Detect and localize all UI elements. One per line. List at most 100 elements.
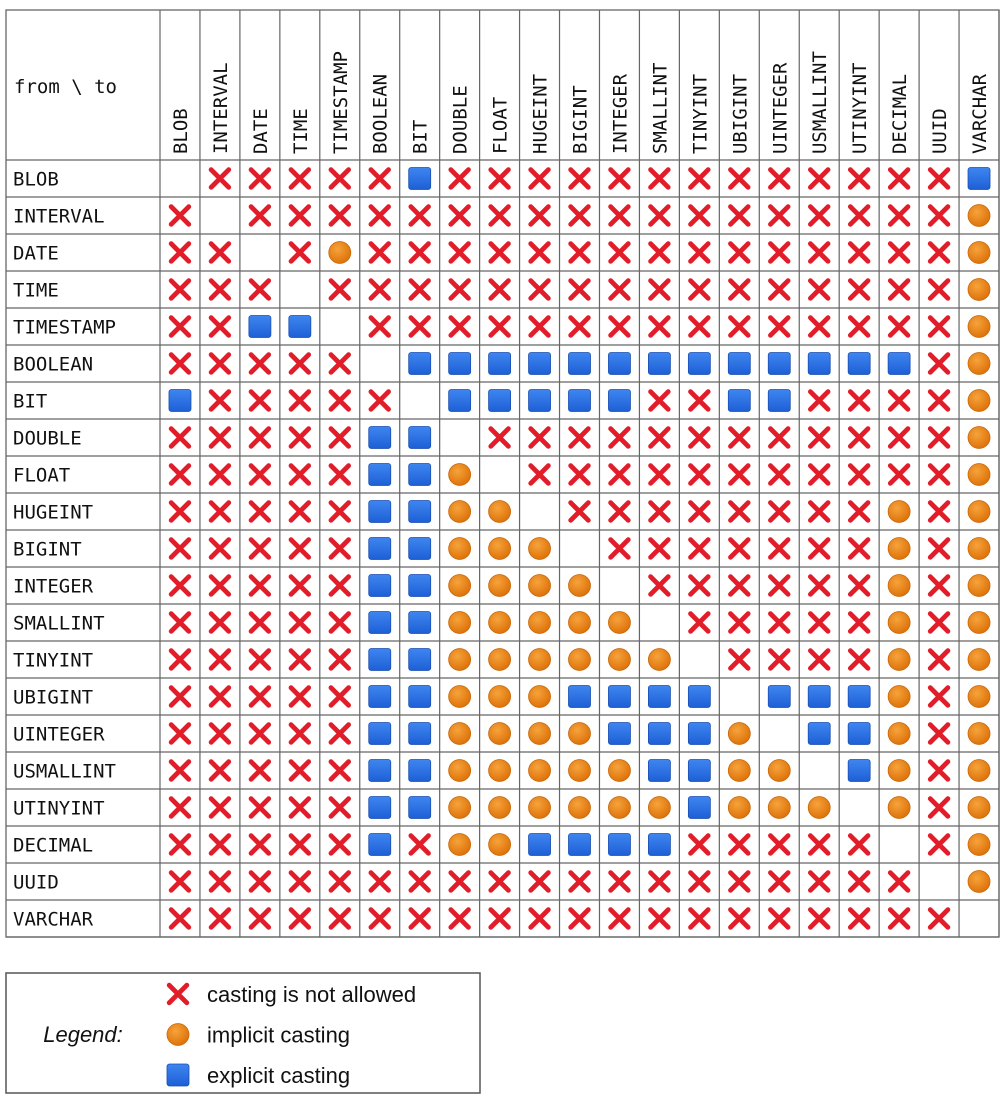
cast-icon bbox=[448, 796, 472, 819]
column-header: BLOB bbox=[170, 108, 192, 154]
cast-icon bbox=[807, 611, 831, 634]
cross bbox=[488, 870, 511, 893]
cast-icon bbox=[328, 278, 352, 301]
cast-icon bbox=[927, 685, 951, 708]
cross bbox=[248, 796, 272, 819]
cross bbox=[807, 537, 831, 560]
cast-icon bbox=[288, 426, 312, 449]
row-header: UBIGINT bbox=[13, 687, 93, 709]
cross bbox=[288, 648, 312, 671]
cast-icon bbox=[248, 463, 272, 486]
cast-icon bbox=[448, 463, 472, 486]
cross bbox=[927, 759, 951, 782]
cross bbox=[608, 537, 631, 560]
cast-icon bbox=[448, 241, 471, 264]
square bbox=[648, 722, 671, 745]
cast-icon bbox=[608, 722, 631, 745]
cast-icon bbox=[847, 278, 871, 301]
cross bbox=[288, 204, 312, 227]
cast-icon bbox=[288, 352, 312, 375]
circle bbox=[648, 796, 671, 819]
cross bbox=[368, 241, 391, 264]
cross bbox=[208, 167, 232, 190]
cast-icon bbox=[887, 315, 911, 338]
cast-icon bbox=[807, 907, 831, 930]
cross bbox=[688, 389, 711, 412]
square bbox=[528, 833, 551, 856]
square bbox=[528, 389, 551, 412]
cast-icon bbox=[608, 907, 631, 930]
cast-icon bbox=[368, 389, 391, 412]
cross bbox=[248, 759, 272, 782]
square bbox=[448, 352, 472, 375]
cast-icon bbox=[768, 315, 791, 338]
cast-icon bbox=[408, 426, 432, 449]
circle bbox=[528, 685, 551, 708]
square bbox=[368, 833, 392, 856]
column-header: USMALLINT bbox=[809, 51, 831, 154]
cross bbox=[728, 463, 751, 486]
cast-icon bbox=[408, 463, 432, 486]
cross bbox=[328, 537, 352, 560]
cast-icon bbox=[168, 537, 192, 560]
circle bbox=[488, 685, 511, 708]
cast-icon bbox=[488, 204, 511, 227]
cross bbox=[248, 167, 272, 190]
square bbox=[368, 611, 392, 634]
cast-icon bbox=[807, 278, 831, 301]
cast-icon bbox=[528, 204, 551, 227]
circle bbox=[568, 611, 591, 634]
circle bbox=[967, 426, 991, 449]
cast-icon bbox=[248, 389, 272, 412]
cast-icon bbox=[807, 463, 831, 486]
cast-icon bbox=[168, 426, 192, 449]
cross bbox=[847, 278, 871, 301]
circle bbox=[967, 574, 991, 597]
square bbox=[648, 833, 671, 856]
cast-icon bbox=[728, 167, 751, 190]
cast-icon bbox=[887, 611, 911, 634]
cross bbox=[168, 500, 192, 523]
cast-icon bbox=[248, 685, 272, 708]
cross bbox=[288, 426, 312, 449]
cast-icon bbox=[807, 537, 831, 560]
cast-icon bbox=[887, 167, 911, 190]
cast-icon bbox=[248, 796, 272, 819]
cast-icon bbox=[768, 648, 791, 671]
cast-icon bbox=[528, 278, 551, 301]
cast-icon bbox=[288, 574, 312, 597]
cross bbox=[568, 907, 591, 930]
cast-icon bbox=[488, 870, 511, 893]
cast-icon bbox=[767, 352, 791, 375]
cast-icon bbox=[847, 759, 871, 782]
column-header: BIT bbox=[410, 120, 432, 154]
cast-icon bbox=[328, 833, 352, 856]
cast-icon bbox=[807, 648, 831, 671]
cast-icon bbox=[368, 907, 391, 930]
cross bbox=[166, 982, 190, 1006]
row-header: BIGINT bbox=[13, 539, 82, 561]
circle bbox=[727, 759, 751, 782]
cross bbox=[688, 167, 711, 190]
cross bbox=[648, 500, 671, 523]
cross bbox=[488, 167, 511, 190]
cast-icon bbox=[807, 426, 831, 449]
cast-icon bbox=[328, 870, 352, 893]
cross bbox=[288, 685, 312, 708]
cast-icon bbox=[927, 463, 951, 486]
cast-icon bbox=[168, 278, 192, 301]
cast-icon bbox=[648, 833, 671, 856]
circle bbox=[448, 648, 472, 671]
circle bbox=[967, 759, 991, 782]
cast-icon bbox=[927, 796, 951, 819]
square bbox=[568, 685, 591, 708]
cross bbox=[328, 204, 352, 227]
cast-icon bbox=[528, 167, 551, 190]
square bbox=[166, 1063, 190, 1087]
cast-icon bbox=[448, 685, 472, 708]
square bbox=[368, 426, 392, 449]
cast-icon bbox=[768, 241, 791, 264]
circle bbox=[727, 722, 751, 745]
cast-icon bbox=[208, 870, 232, 893]
cross bbox=[648, 907, 671, 930]
